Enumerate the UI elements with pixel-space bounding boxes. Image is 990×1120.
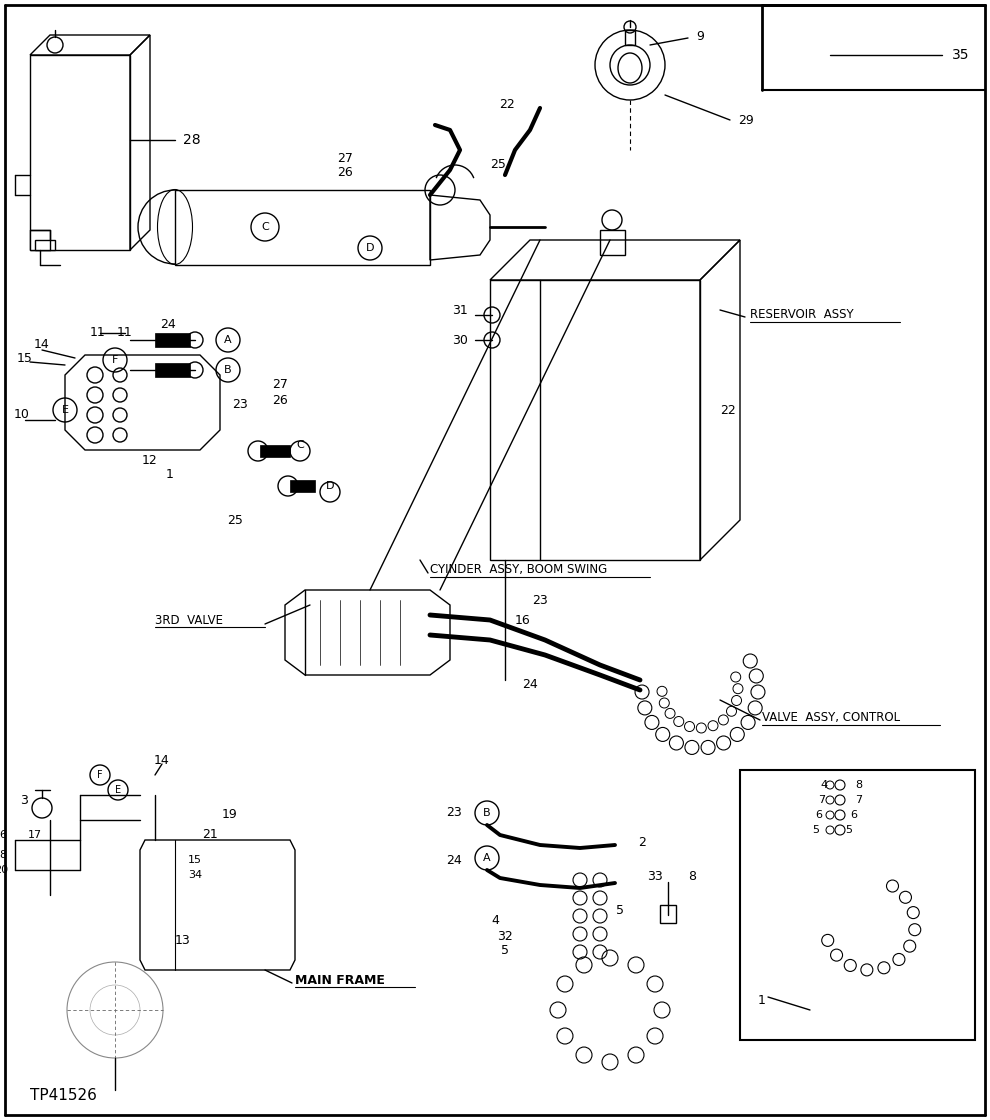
Text: 4: 4 [491,914,499,926]
Text: 5: 5 [812,825,819,836]
Text: 15: 15 [17,352,33,364]
Text: RESERVOIR  ASSY: RESERVOIR ASSY [750,308,853,321]
Text: B: B [483,808,491,818]
Text: CYINDER  ASSY, BOOM SWING: CYINDER ASSY, BOOM SWING [430,563,607,577]
Text: 6: 6 [850,810,857,820]
Text: 23: 23 [446,805,462,819]
Text: E: E [61,405,68,416]
Text: F: F [97,771,103,780]
Text: 24: 24 [446,853,462,867]
Text: C: C [261,222,269,232]
Text: 26: 26 [272,393,288,407]
Text: 11: 11 [117,326,133,338]
Text: 3RD  VALVE: 3RD VALVE [155,614,223,626]
Text: D: D [326,480,335,491]
Text: 8: 8 [855,780,862,790]
Text: 5: 5 [501,943,509,956]
Text: A: A [483,853,491,864]
Text: 11: 11 [90,327,106,339]
Text: C: C [296,440,304,450]
Text: 32: 32 [497,930,513,943]
Text: 23: 23 [533,594,547,607]
Text: 20: 20 [0,865,8,875]
Text: 13: 13 [175,933,191,946]
Text: 2: 2 [638,836,645,849]
Text: 26: 26 [338,166,352,178]
Polygon shape [35,240,55,250]
Bar [660,905,676,923]
Text: A: A [224,335,232,345]
Text: 1: 1 [166,468,174,482]
Bar [155,333,190,347]
Text: 24: 24 [522,679,538,691]
Text: 1: 1 [758,993,766,1007]
Text: 22: 22 [499,99,515,112]
Text: 21: 21 [202,829,218,841]
Text: 16: 16 [0,830,8,840]
Text: 9: 9 [696,30,704,44]
Text: 27: 27 [337,151,353,165]
Text: VALVE  ASSY, CONTROL: VALVE ASSY, CONTROL [762,711,900,725]
Bar [625,30,635,45]
Polygon shape [30,230,50,250]
Bar [155,363,190,377]
Text: 17: 17 [28,830,42,840]
Text: 30: 30 [452,334,468,346]
Bar [600,230,625,255]
Text: 10: 10 [14,409,30,421]
Text: 5: 5 [616,904,624,916]
Text: 24: 24 [160,318,176,332]
Text: 3: 3 [20,793,28,806]
Text: 23: 23 [232,399,248,411]
Text: 7: 7 [855,795,862,805]
Text: 25: 25 [490,159,506,171]
Text: 35: 35 [952,48,969,62]
Text: D: D [365,243,374,253]
Text: 18: 18 [0,850,8,860]
Text: 19: 19 [222,809,238,821]
Text: 28: 28 [183,133,201,147]
Text: 27: 27 [272,379,288,392]
Text: 33: 33 [647,870,663,884]
Text: 29: 29 [738,113,753,127]
Text: 14: 14 [34,338,50,352]
Text: 34: 34 [188,870,202,880]
Text: 4: 4 [820,780,827,790]
Text: 14: 14 [154,754,170,766]
Text: F: F [112,355,118,365]
Text: 15: 15 [188,855,202,865]
Text: 8: 8 [688,870,696,884]
Text: 31: 31 [452,304,468,317]
Text: B: B [224,365,232,375]
Bar [260,445,290,457]
Text: 16: 16 [515,614,531,626]
Text: 7: 7 [818,795,825,805]
Text: 22: 22 [720,403,736,417]
Text: 25: 25 [227,513,243,526]
Text: E: E [115,785,121,795]
Bar [740,771,975,1040]
Bar [290,480,315,492]
Text: 12: 12 [143,454,157,467]
Text: MAIN FRAME: MAIN FRAME [295,973,385,987]
Text: 5: 5 [845,825,852,836]
Text: 6: 6 [815,810,822,820]
Text: TP41526: TP41526 [30,1088,97,1102]
